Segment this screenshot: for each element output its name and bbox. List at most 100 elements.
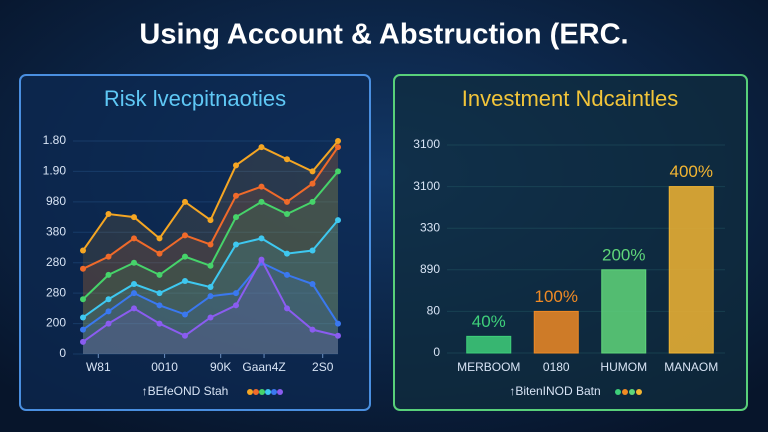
point	[182, 332, 188, 339]
point	[207, 284, 214, 291]
value-label: 200%	[602, 245, 645, 264]
point	[309, 180, 316, 187]
point	[309, 281, 316, 288]
point	[335, 138, 341, 144]
point	[182, 253, 188, 260]
point	[156, 271, 163, 278]
y-tick-label: 1.90	[43, 164, 67, 178]
point	[80, 326, 86, 333]
point	[156, 320, 163, 327]
y-tick-label: 3100	[413, 137, 440, 151]
x-tick-label: HUMOM	[600, 360, 647, 374]
point	[105, 271, 112, 278]
point	[258, 235, 265, 242]
point	[258, 183, 265, 190]
point	[258, 144, 265, 151]
y-tick-label: 380	[46, 224, 66, 238]
point	[258, 256, 265, 263]
panel-title: Investment Ndcaintles	[462, 86, 678, 111]
y-tick-label: 890	[420, 262, 440, 276]
x-tick-label: Gaan4Z	[242, 360, 285, 374]
point	[233, 290, 239, 297]
y-tick-label: 980	[46, 194, 66, 208]
point	[131, 259, 137, 266]
point	[284, 156, 290, 163]
point	[105, 253, 112, 260]
right-panel	[393, 74, 748, 411]
x-tick-label: 0010	[151, 360, 178, 374]
point	[156, 250, 163, 257]
point	[284, 198, 290, 205]
legend-text: ↑BitenINOD Batn	[509, 384, 600, 398]
y-tick-label: 3100	[413, 179, 440, 193]
series-area	[83, 171, 338, 354]
legend-dot	[253, 389, 259, 395]
point	[284, 250, 290, 257]
point	[207, 293, 214, 300]
point	[131, 305, 137, 312]
point	[80, 314, 86, 321]
point	[233, 192, 239, 199]
bar	[466, 335, 512, 354]
y-tick-label: 0	[433, 345, 440, 359]
y-tick-label: 330	[420, 220, 440, 234]
point	[131, 290, 137, 297]
point	[182, 311, 188, 318]
x-tick-label: W81	[86, 360, 111, 374]
legend-dot	[247, 389, 253, 395]
panel-title: Risk lvecpitnaoties	[104, 86, 286, 111]
page-title: Using Account & Abstruction (ERC.	[139, 19, 628, 51]
point	[105, 308, 112, 315]
point	[105, 211, 112, 218]
point	[80, 247, 86, 254]
point	[80, 265, 86, 272]
legend-dot	[271, 389, 277, 395]
point	[80, 296, 86, 303]
point	[258, 198, 265, 205]
y-tick-label: 280	[46, 285, 66, 299]
bar	[533, 310, 579, 354]
y-tick-label: 200	[46, 316, 66, 330]
x-tick-label: 90K	[210, 360, 231, 374]
point	[105, 296, 112, 303]
point	[233, 302, 239, 309]
point	[207, 314, 214, 321]
point	[233, 214, 239, 221]
point	[207, 262, 214, 269]
x-tick-label: 0180	[543, 360, 570, 374]
point	[335, 217, 341, 224]
y-tick-label: 80	[427, 304, 441, 318]
point	[207, 241, 214, 248]
point	[309, 326, 316, 333]
series-area	[83, 147, 338, 354]
point	[182, 277, 188, 284]
legend-dot	[265, 389, 271, 395]
point	[156, 235, 163, 242]
legend-dot	[277, 389, 283, 395]
value-label: 100%	[535, 287, 578, 306]
point	[233, 162, 239, 169]
point	[309, 168, 316, 175]
point	[80, 338, 86, 345]
point	[207, 217, 214, 224]
point	[233, 241, 239, 248]
y-tick-label: 280	[46, 255, 66, 269]
point	[309, 247, 316, 254]
point	[335, 320, 341, 327]
point	[284, 305, 290, 312]
point	[131, 214, 137, 221]
point	[131, 281, 137, 288]
point	[309, 198, 316, 205]
value-label: 400%	[670, 162, 713, 181]
point	[335, 168, 341, 175]
point	[105, 320, 112, 327]
point	[182, 198, 188, 205]
bar	[668, 186, 714, 354]
legend-dot	[636, 389, 642, 395]
point	[335, 144, 341, 151]
y-tick-label: 1.80	[43, 133, 67, 147]
point	[156, 302, 163, 309]
legend-dot	[622, 389, 628, 395]
point	[284, 271, 290, 278]
